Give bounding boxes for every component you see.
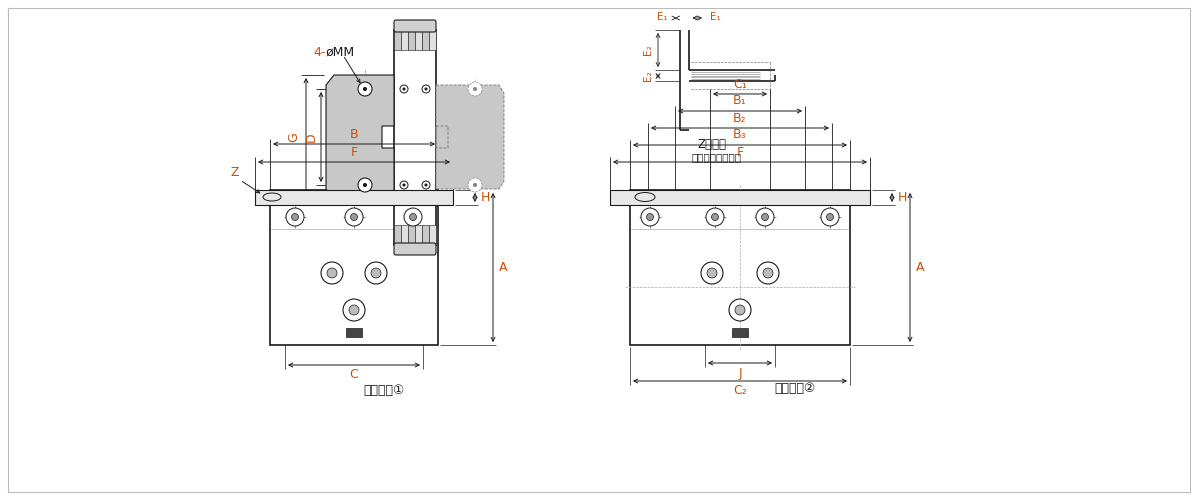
Circle shape [363,184,367,186]
FancyBboxPatch shape [422,225,429,245]
Circle shape [400,181,409,189]
Circle shape [468,82,482,96]
Text: F: F [737,146,744,158]
Text: E₂: E₂ [643,44,653,56]
Text: C₁: C₁ [733,78,746,90]
Circle shape [351,214,357,220]
Text: A: A [498,261,507,274]
Text: H: H [897,191,907,204]
Circle shape [400,85,409,93]
Text: A: A [915,261,924,274]
Circle shape [736,305,745,315]
Circle shape [473,184,477,186]
FancyBboxPatch shape [394,243,436,255]
Circle shape [422,85,430,93]
Circle shape [291,214,298,220]
Circle shape [821,208,839,226]
Circle shape [403,88,405,90]
Circle shape [757,262,779,284]
Text: C: C [350,368,358,382]
Circle shape [345,208,363,226]
Text: （調整可能範囲）: （調整可能範囲） [692,152,742,162]
Circle shape [358,178,373,192]
Circle shape [425,184,426,186]
FancyBboxPatch shape [415,30,422,50]
Circle shape [404,208,422,226]
Circle shape [473,88,477,90]
Text: H: H [480,191,490,204]
FancyBboxPatch shape [630,190,851,345]
Circle shape [468,178,482,192]
Text: B₂: B₂ [733,112,746,124]
Circle shape [762,214,768,220]
Circle shape [730,299,751,321]
Circle shape [422,181,430,189]
Circle shape [647,214,653,220]
FancyBboxPatch shape [394,20,436,32]
Text: B₃: B₃ [733,128,746,141]
Text: E₂: E₂ [643,70,653,81]
Circle shape [371,268,381,278]
FancyBboxPatch shape [429,225,436,245]
Text: B: B [350,128,358,140]
Circle shape [321,262,343,284]
Circle shape [286,208,304,226]
FancyBboxPatch shape [401,30,409,50]
FancyBboxPatch shape [394,30,436,245]
Circle shape [425,88,426,90]
Circle shape [706,208,724,226]
FancyBboxPatch shape [394,225,401,245]
Ellipse shape [635,192,655,202]
Text: Z部詳細: Z部詳細 [698,138,727,151]
Circle shape [701,262,724,284]
Circle shape [707,268,716,278]
Text: E₁: E₁ [709,12,720,22]
FancyBboxPatch shape [415,225,422,245]
Circle shape [712,214,719,220]
Circle shape [327,268,337,278]
Circle shape [349,305,359,315]
Circle shape [641,208,659,226]
Text: 取付方向①: 取付方向① [363,384,405,396]
Text: Z: Z [231,166,240,178]
FancyBboxPatch shape [610,190,870,205]
FancyBboxPatch shape [346,328,362,337]
Text: B₁: B₁ [733,94,746,108]
Ellipse shape [264,193,282,201]
Text: F: F [351,146,357,158]
Text: J: J [738,366,742,380]
Text: 取付方向②: 取付方向② [774,382,816,394]
Text: øMM: øMM [326,46,355,59]
Circle shape [827,214,834,220]
Text: E₁: E₁ [657,12,667,22]
FancyBboxPatch shape [255,190,453,205]
Text: C₂: C₂ [733,384,746,398]
Circle shape [763,268,773,278]
FancyBboxPatch shape [394,30,401,50]
FancyBboxPatch shape [401,225,409,245]
Circle shape [756,208,774,226]
FancyBboxPatch shape [422,30,429,50]
FancyBboxPatch shape [732,328,748,337]
Polygon shape [436,85,504,189]
Circle shape [363,88,367,90]
FancyBboxPatch shape [270,190,438,345]
Text: G: G [288,132,301,142]
FancyBboxPatch shape [409,225,415,245]
Text: 4-: 4- [314,46,326,59]
Text: D: D [304,132,317,142]
Circle shape [358,82,373,96]
Circle shape [410,214,417,220]
Circle shape [403,184,405,186]
Polygon shape [326,75,394,199]
Circle shape [365,262,387,284]
FancyBboxPatch shape [409,30,415,50]
Circle shape [343,299,365,321]
FancyBboxPatch shape [429,30,436,50]
